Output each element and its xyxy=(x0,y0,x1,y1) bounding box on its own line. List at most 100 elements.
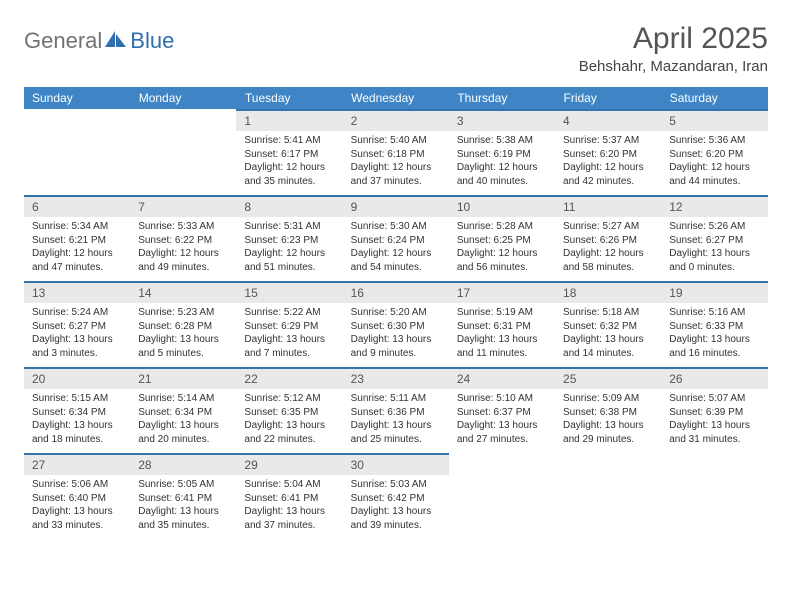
day-body: Sunrise: 5:12 AMSunset: 6:35 PMDaylight:… xyxy=(236,389,342,448)
day-cell: 28Sunrise: 5:05 AMSunset: 6:41 PMDayligh… xyxy=(130,453,236,539)
month-title: April 2025 xyxy=(579,22,768,56)
day-number: 18 xyxy=(555,281,661,303)
daylight-line: Daylight: 12 hours and 54 minutes. xyxy=(351,247,443,274)
day-body: Sunrise: 5:23 AMSunset: 6:28 PMDaylight:… xyxy=(130,303,236,362)
sunrise-line: Sunrise: 5:15 AM xyxy=(32,392,124,406)
day-number: 4 xyxy=(555,109,661,131)
daylight-line: Daylight: 12 hours and 47 minutes. xyxy=(32,247,124,274)
week-row: 27Sunrise: 5:06 AMSunset: 6:40 PMDayligh… xyxy=(24,453,768,539)
sunset-line: Sunset: 6:30 PM xyxy=(351,320,443,334)
title-block: April 2025 Behshahr, Mazandaran, Iran xyxy=(579,22,768,75)
empty-cell: . xyxy=(449,453,555,539)
day-body: Sunrise: 5:41 AMSunset: 6:17 PMDaylight:… xyxy=(236,131,342,190)
day-number: 23 xyxy=(343,367,449,389)
sunrise-line: Sunrise: 5:24 AM xyxy=(32,306,124,320)
sunset-line: Sunset: 6:41 PM xyxy=(244,492,336,506)
sunset-line: Sunset: 6:42 PM xyxy=(351,492,443,506)
sunrise-line: Sunrise: 5:28 AM xyxy=(457,220,549,234)
day-cell: 24Sunrise: 5:10 AMSunset: 6:37 PMDayligh… xyxy=(449,367,555,453)
sunset-line: Sunset: 6:27 PM xyxy=(669,234,761,248)
day-cell: 27Sunrise: 5:06 AMSunset: 6:40 PMDayligh… xyxy=(24,453,130,539)
empty-cell: . xyxy=(555,453,661,539)
empty-cell: . xyxy=(24,109,130,195)
day-cell: 13Sunrise: 5:24 AMSunset: 6:27 PMDayligh… xyxy=(24,281,130,367)
day-body: Sunrise: 5:11 AMSunset: 6:36 PMDaylight:… xyxy=(343,389,449,448)
sunrise-line: Sunrise: 5:18 AM xyxy=(563,306,655,320)
day-body: Sunrise: 5:33 AMSunset: 6:22 PMDaylight:… xyxy=(130,217,236,276)
weekday-header-row: Sunday Monday Tuesday Wednesday Thursday… xyxy=(24,87,768,109)
sunset-line: Sunset: 6:32 PM xyxy=(563,320,655,334)
day-number: 13 xyxy=(24,281,130,303)
day-body: Sunrise: 5:22 AMSunset: 6:29 PMDaylight:… xyxy=(236,303,342,362)
sunset-line: Sunset: 6:31 PM xyxy=(457,320,549,334)
sunset-line: Sunset: 6:28 PM xyxy=(138,320,230,334)
day-cell: 23Sunrise: 5:11 AMSunset: 6:36 PMDayligh… xyxy=(343,367,449,453)
day-body: Sunrise: 5:38 AMSunset: 6:19 PMDaylight:… xyxy=(449,131,555,190)
day-cell: 25Sunrise: 5:09 AMSunset: 6:38 PMDayligh… xyxy=(555,367,661,453)
day-cell: 8Sunrise: 5:31 AMSunset: 6:23 PMDaylight… xyxy=(236,195,342,281)
sunset-line: Sunset: 6:40 PM xyxy=(32,492,124,506)
daylight-line: Daylight: 13 hours and 22 minutes. xyxy=(244,419,336,446)
daylight-line: Daylight: 13 hours and 7 minutes. xyxy=(244,333,336,360)
sunrise-line: Sunrise: 5:30 AM xyxy=(351,220,443,234)
day-cell: 3Sunrise: 5:38 AMSunset: 6:19 PMDaylight… xyxy=(449,109,555,195)
sunset-line: Sunset: 6:21 PM xyxy=(32,234,124,248)
sunrise-line: Sunrise: 5:33 AM xyxy=(138,220,230,234)
daylight-line: Daylight: 12 hours and 40 minutes. xyxy=(457,161,549,188)
daylight-line: Daylight: 13 hours and 37 minutes. xyxy=(244,505,336,532)
sunrise-line: Sunrise: 5:09 AM xyxy=(563,392,655,406)
day-body: Sunrise: 5:16 AMSunset: 6:33 PMDaylight:… xyxy=(661,303,767,362)
day-body: Sunrise: 5:28 AMSunset: 6:25 PMDaylight:… xyxy=(449,217,555,276)
sunset-line: Sunset: 6:18 PM xyxy=(351,148,443,162)
sunrise-line: Sunrise: 5:37 AM xyxy=(563,134,655,148)
sunset-line: Sunset: 6:25 PM xyxy=(457,234,549,248)
day-body: Sunrise: 5:26 AMSunset: 6:27 PMDaylight:… xyxy=(661,217,767,276)
day-body: Sunrise: 5:20 AMSunset: 6:30 PMDaylight:… xyxy=(343,303,449,362)
daylight-line: Daylight: 13 hours and 39 minutes. xyxy=(351,505,443,532)
sunrise-line: Sunrise: 5:23 AM xyxy=(138,306,230,320)
day-cell: 11Sunrise: 5:27 AMSunset: 6:26 PMDayligh… xyxy=(555,195,661,281)
day-body: Sunrise: 5:31 AMSunset: 6:23 PMDaylight:… xyxy=(236,217,342,276)
empty-cell: . xyxy=(661,453,767,539)
sunset-line: Sunset: 6:33 PM xyxy=(669,320,761,334)
day-number: 20 xyxy=(24,367,130,389)
day-cell: 14Sunrise: 5:23 AMSunset: 6:28 PMDayligh… xyxy=(130,281,236,367)
daylight-line: Daylight: 13 hours and 3 minutes. xyxy=(32,333,124,360)
logo: General Blue xyxy=(24,28,174,54)
day-cell: 20Sunrise: 5:15 AMSunset: 6:34 PMDayligh… xyxy=(24,367,130,453)
day-number: 6 xyxy=(24,195,130,217)
sunrise-line: Sunrise: 5:10 AM xyxy=(457,392,549,406)
day-cell: 15Sunrise: 5:22 AMSunset: 6:29 PMDayligh… xyxy=(236,281,342,367)
sunset-line: Sunset: 6:36 PM xyxy=(351,406,443,420)
daylight-line: Daylight: 13 hours and 0 minutes. xyxy=(669,247,761,274)
day-body: Sunrise: 5:10 AMSunset: 6:37 PMDaylight:… xyxy=(449,389,555,448)
sunset-line: Sunset: 6:20 PM xyxy=(669,148,761,162)
daylight-line: Daylight: 12 hours and 56 minutes. xyxy=(457,247,549,274)
sunrise-line: Sunrise: 5:40 AM xyxy=(351,134,443,148)
day-cell: 30Sunrise: 5:03 AMSunset: 6:42 PMDayligh… xyxy=(343,453,449,539)
day-cell: 16Sunrise: 5:20 AMSunset: 6:30 PMDayligh… xyxy=(343,281,449,367)
col-wednesday: Wednesday xyxy=(343,87,449,109)
day-cell: 1Sunrise: 5:41 AMSunset: 6:17 PMDaylight… xyxy=(236,109,342,195)
day-cell: 7Sunrise: 5:33 AMSunset: 6:22 PMDaylight… xyxy=(130,195,236,281)
day-body: Sunrise: 5:09 AMSunset: 6:38 PMDaylight:… xyxy=(555,389,661,448)
sunset-line: Sunset: 6:17 PM xyxy=(244,148,336,162)
sunrise-line: Sunrise: 5:14 AM xyxy=(138,392,230,406)
daylight-line: Daylight: 13 hours and 33 minutes. xyxy=(32,505,124,532)
day-number: 12 xyxy=(661,195,767,217)
sunrise-line: Sunrise: 5:41 AM xyxy=(244,134,336,148)
day-number: 24 xyxy=(449,367,555,389)
day-body: Sunrise: 5:15 AMSunset: 6:34 PMDaylight:… xyxy=(24,389,130,448)
day-number: 27 xyxy=(24,453,130,475)
logo-text-general: General xyxy=(24,28,102,54)
sunrise-line: Sunrise: 5:16 AM xyxy=(669,306,761,320)
day-number: 14 xyxy=(130,281,236,303)
sunset-line: Sunset: 6:41 PM xyxy=(138,492,230,506)
day-number: 29 xyxy=(236,453,342,475)
week-row: ..1Sunrise: 5:41 AMSunset: 6:17 PMDaylig… xyxy=(24,109,768,195)
header: General Blue April 2025 Behshahr, Mazand… xyxy=(24,22,768,75)
day-cell: 12Sunrise: 5:26 AMSunset: 6:27 PMDayligh… xyxy=(661,195,767,281)
sunrise-line: Sunrise: 5:05 AM xyxy=(138,478,230,492)
day-body: Sunrise: 5:27 AMSunset: 6:26 PMDaylight:… xyxy=(555,217,661,276)
sunrise-line: Sunrise: 5:19 AM xyxy=(457,306,549,320)
